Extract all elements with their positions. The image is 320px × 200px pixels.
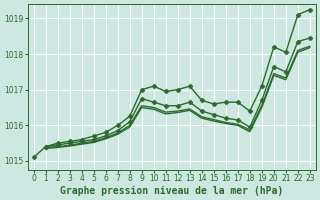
X-axis label: Graphe pression niveau de la mer (hPa): Graphe pression niveau de la mer (hPa) <box>60 186 283 196</box>
